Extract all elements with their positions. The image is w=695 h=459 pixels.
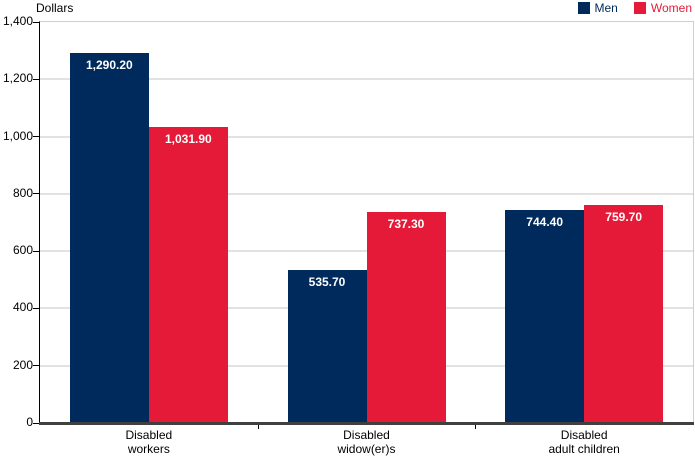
gridline (40, 78, 693, 81)
x-axis-tick (475, 425, 477, 429)
bar-value-label: 759.70 (605, 210, 642, 225)
legend-label-women: Women (650, 1, 692, 15)
plot-area: 0 200 400 600 800 1,000 1,200 1,400 1,290.20 1,03… (3, 14, 694, 456)
y-axis-tick (33, 422, 39, 424)
bar-women: 759.70 (584, 205, 664, 423)
x-axis-line (39, 422, 694, 425)
y-tick-label: 1,000 (2, 128, 33, 143)
y-tick-label: 1,400 (2, 14, 33, 28)
men-color-swatch-icon (577, 2, 590, 14)
bar-men: 744.40 (505, 209, 585, 423)
bar-value-label: 1,290.20 (85, 58, 133, 73)
y-axis-tick (33, 193, 39, 195)
gridline (40, 192, 693, 195)
y-tick-label: 200 (12, 357, 33, 372)
y-tick-label: 0 (26, 415, 33, 429)
y-axis-tick (33, 136, 39, 138)
legend-item-men: Men (577, 1, 618, 15)
legend-label-men: Men (594, 1, 618, 15)
women-color-swatch-icon (633, 2, 646, 14)
category-label: Disabled widow(er)s (337, 428, 396, 456)
y-tick-label: 1,200 (2, 71, 33, 86)
category-label: Disabled workers (125, 428, 173, 456)
bar-value-label: 1,031.90 (164, 132, 212, 147)
bar-value-label: 737.30 (387, 216, 425, 231)
bar-women: 1,031.90 (148, 127, 228, 423)
x-axis-tick (257, 425, 259, 429)
bar-men: 535.70 (287, 269, 367, 423)
category-label: Disabled adult children (548, 428, 620, 456)
y-axis-tick (33, 250, 39, 252)
bar-men: 1,290.20 (69, 53, 149, 423)
y-axis-title: Dollars (36, 1, 74, 15)
y-tick-label: 400 (12, 300, 33, 315)
y-tick-label: 800 (12, 185, 33, 200)
y-tick-label: 600 (12, 243, 33, 258)
gridline (40, 135, 693, 138)
y-axis-tick (33, 78, 39, 80)
y-axis-tick (33, 307, 39, 309)
legend-item-women: Women (633, 1, 692, 15)
bar-value-label: 744.40 (526, 214, 563, 229)
bar-value-label: 535.70 (308, 274, 346, 289)
y-axis-tick (33, 365, 39, 367)
bar-women: 737.30 (366, 211, 446, 423)
y-axis-tick (33, 21, 39, 23)
legend: Men Women (577, 1, 692, 15)
